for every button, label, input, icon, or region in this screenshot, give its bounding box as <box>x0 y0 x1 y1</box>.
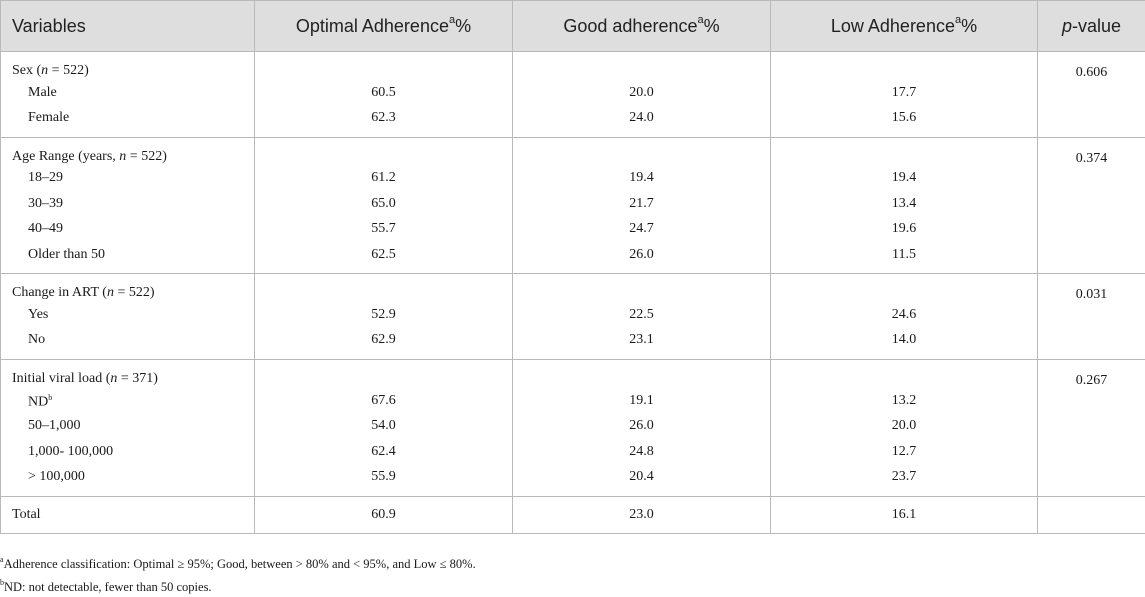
total-label: Total <box>1 496 255 533</box>
cell-good: 23.1 <box>513 328 771 360</box>
cell-optimal: 60.9 <box>255 496 513 533</box>
header-good-adherence: Good adherencea% <box>513 1 771 52</box>
cell-optimal: 62.3 <box>255 105 513 137</box>
cell-optimal: 54.0 <box>255 414 513 439</box>
cell-optimal: 67.6 <box>255 388 513 413</box>
table-row: Older than 50 62.5 26.0 11.5 <box>1 242 1145 274</box>
table-row: Yes 52.9 22.5 24.6 <box>1 302 1145 327</box>
header-optimal-adherence: Optimal Adherencea% <box>255 1 513 52</box>
table-row: 40–49 55.7 24.7 19.6 <box>1 217 1145 242</box>
header-p-value: p-value <box>1038 1 1145 52</box>
row-label: No <box>1 328 255 360</box>
table-row: 1,000- 100,000 62.4 24.8 12.7 <box>1 439 1145 464</box>
cell-low: 11.5 <box>771 242 1038 274</box>
row-label: 40–49 <box>1 217 255 242</box>
group-header-row: Change in ART (n = 522) 0.031 <box>1 274 1145 303</box>
cell-optimal: 62.5 <box>255 242 513 274</box>
cell-good: 21.7 <box>513 191 771 216</box>
table-row: 50–1,000 54.0 26.0 20.0 <box>1 414 1145 439</box>
cell-low: 24.6 <box>771 302 1038 327</box>
table-header-row: Variables Optimal Adherencea% Good adher… <box>1 1 1145 52</box>
adherence-table: Variables Optimal Adherencea% Good adher… <box>0 0 1145 534</box>
cell-low: 13.2 <box>771 388 1038 413</box>
table-row: 18–29 61.2 19.4 19.4 <box>1 166 1145 191</box>
row-label: Yes <box>1 302 255 327</box>
row-label: Male <box>1 80 255 105</box>
cell-optimal: 61.2 <box>255 166 513 191</box>
row-label: 30–39 <box>1 191 255 216</box>
cell-good: 19.1 <box>513 388 771 413</box>
cell-low: 14.0 <box>771 328 1038 360</box>
row-label: Female <box>1 105 255 137</box>
row-label: NDb <box>1 388 255 413</box>
cell-good: 22.5 <box>513 302 771 327</box>
cell-low: 12.7 <box>771 439 1038 464</box>
table-footnotes: aAdherence classification: Optimal ≥ 95%… <box>0 551 476 597</box>
total-row: Total 60.9 23.0 16.1 <box>1 496 1145 533</box>
table-row: No 62.9 23.1 14.0 <box>1 328 1145 360</box>
group-header-row: Age Range (years, n = 522) 0.374 <box>1 137 1145 166</box>
group-label: Age Range (years, n = 522) <box>1 137 255 166</box>
group-p-value: 0.374 <box>1038 137 1145 274</box>
table-row: Female 62.3 24.0 15.6 <box>1 105 1145 137</box>
cell-low: 23.7 <box>771 464 1038 496</box>
cell-optimal: 60.5 <box>255 80 513 105</box>
cell-good: 24.7 <box>513 217 771 242</box>
cell-low: 16.1 <box>771 496 1038 533</box>
cell-good: 26.0 <box>513 242 771 274</box>
cell-good: 24.8 <box>513 439 771 464</box>
cell-low: 20.0 <box>771 414 1038 439</box>
cell-low: 17.7 <box>771 80 1038 105</box>
cell-p-value-empty <box>1038 496 1145 533</box>
row-label: 18–29 <box>1 166 255 191</box>
cell-low: 13.4 <box>771 191 1038 216</box>
table-row: 30–39 65.0 21.7 13.4 <box>1 191 1145 216</box>
table-row: NDb 67.6 19.1 13.2 <box>1 388 1145 413</box>
group-p-value: 0.267 <box>1038 360 1145 497</box>
cell-optimal: 62.9 <box>255 328 513 360</box>
group-label: Change in ART (n = 522) <box>1 274 255 303</box>
table-row: > 100,000 55.9 20.4 23.7 <box>1 464 1145 496</box>
cell-optimal: 52.9 <box>255 302 513 327</box>
cell-good: 20.4 <box>513 464 771 496</box>
row-label: 1,000- 100,000 <box>1 439 255 464</box>
cell-optimal: 65.0 <box>255 191 513 216</box>
footnote-a: aAdherence classification: Optimal ≥ 95%… <box>0 551 476 574</box>
header-variables: Variables <box>1 1 255 52</box>
footnote-b: bND: not detectable, fewer than 50 copie… <box>0 574 476 597</box>
row-label: Older than 50 <box>1 242 255 274</box>
cell-optimal: 55.7 <box>255 217 513 242</box>
cell-optimal: 55.9 <box>255 464 513 496</box>
group-p-value: 0.031 <box>1038 274 1145 360</box>
group-header-row: Sex (n = 522) 0.606 <box>1 52 1145 81</box>
header-low-adherence: Low Adherencea% <box>771 1 1038 52</box>
cell-low: 15.6 <box>771 105 1038 137</box>
cell-low: 19.4 <box>771 166 1038 191</box>
row-label: 50–1,000 <box>1 414 255 439</box>
cell-good: 23.0 <box>513 496 771 533</box>
group-p-value: 0.606 <box>1038 52 1145 138</box>
cell-good: 24.0 <box>513 105 771 137</box>
cell-low: 19.6 <box>771 217 1038 242</box>
cell-good: 20.0 <box>513 80 771 105</box>
cell-optimal: 62.4 <box>255 439 513 464</box>
group-label: Initial viral load (n = 371) <box>1 360 255 389</box>
table-row: Male 60.5 20.0 17.7 <box>1 80 1145 105</box>
row-label: > 100,000 <box>1 464 255 496</box>
group-header-row: Initial viral load (n = 371) 0.267 <box>1 360 1145 389</box>
cell-good: 26.0 <box>513 414 771 439</box>
cell-good: 19.4 <box>513 166 771 191</box>
group-label: Sex (n = 522) <box>1 52 255 81</box>
